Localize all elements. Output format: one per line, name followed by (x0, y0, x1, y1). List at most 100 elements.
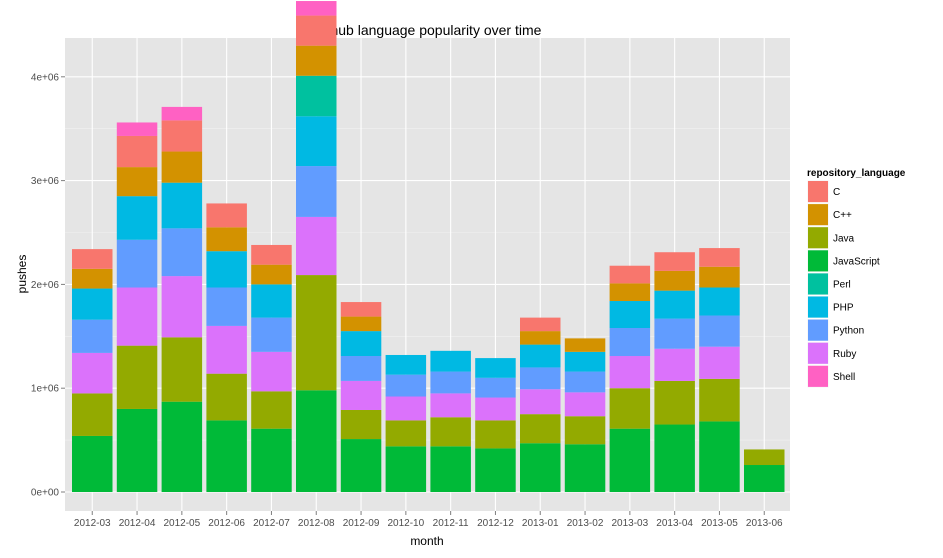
bar-2013-05-python (699, 315, 740, 347)
y-tick-label: 3e+06 (31, 176, 60, 187)
x-tick-label: 2012-07 (253, 518, 290, 529)
bar-2013-05-c (699, 248, 740, 267)
bar-2012-04-shell (116, 122, 158, 136)
x-tick-label: 2013-05 (701, 518, 738, 529)
bar-2012-07-ruby (251, 351, 292, 392)
legend: repository_language C C++ Java JavaScript Pe… (806, 168, 906, 389)
bar-2013-06-java (744, 449, 785, 466)
legend-label: Ruby (833, 349, 856, 360)
bar-2012-04-java (116, 345, 158, 409)
bar-2012-08-shell (296, 1, 337, 16)
x-tick-label: 2012-05 (163, 518, 200, 529)
bar-2012-11-ruby (430, 393, 471, 418)
bar-2012-11-php (430, 350, 471, 372)
bar-2013-03-cpp (609, 283, 651, 302)
legend-swatch-python (808, 319, 828, 341)
bar-2013-01-javascript (520, 443, 561, 492)
bar-2013-02-java (564, 416, 606, 445)
x-axis: 2012-03 2012-04 2012-05 2012-06 2012-07 2012-… (74, 511, 783, 529)
bar-2012-12-javascript (475, 448, 516, 492)
bar-2012-09-python (340, 356, 382, 381)
bar-2012-06-python (206, 287, 247, 326)
bar-2012-09-javascript (340, 439, 382, 492)
bar-2013-01-c (520, 317, 561, 332)
bar-2012-10-php (385, 354, 427, 375)
bars (72, 1, 785, 492)
bar-2012-03-java (72, 393, 113, 436)
bar-2012-03-python (72, 319, 113, 353)
bar-2013-03-java (609, 388, 651, 429)
bar-2012-04-ruby (116, 287, 158, 346)
bar-2012-07-python (251, 317, 292, 352)
bar-2012-05-shell (161, 106, 203, 121)
bar-2013-06-javascript (744, 465, 785, 492)
bar-2013-05-cpp (699, 266, 740, 288)
bar-2013-03-ruby (609, 356, 651, 389)
bar-2012-06-cpp (206, 227, 247, 252)
legend-label: PHP (833, 303, 854, 314)
bar-2012-04-c (116, 135, 158, 168)
bar-2012-05-c (161, 120, 203, 152)
bar-2012-10-javascript (385, 446, 427, 492)
bar-2013-02-php (564, 351, 606, 372)
bar-2012-05-python (161, 228, 203, 277)
bar-2012-04-python (116, 239, 158, 288)
bar-2012-12-php (475, 358, 516, 378)
bar-2012-08-c (296, 15, 337, 46)
bar-2013-02-python (564, 371, 606, 393)
bar-2013-04-ruby (654, 348, 695, 381)
bar-2012-06-c (206, 203, 247, 228)
bar-2012-08-java (296, 275, 337, 391)
bar-2013-04-python (654, 318, 695, 349)
legend-swatch-perl (808, 273, 828, 295)
legend-label: C (833, 187, 840, 198)
bar-2012-05-javascript (161, 401, 203, 492)
bar-2013-01-ruby (520, 389, 561, 415)
y-axis: 0e+00 1e+06 2e+06 3e+06 4e+06 (31, 72, 65, 499)
x-tick-label: 2012-11 (433, 518, 469, 529)
bar-2012-10-python (385, 374, 427, 397)
y-tick-label: 4e+06 (31, 72, 60, 83)
legend-title: repository_language (807, 168, 906, 179)
bar-2013-04-cpp (654, 270, 695, 291)
bar-2013-05-ruby (699, 346, 740, 379)
bar-2012-09-ruby (340, 380, 382, 410)
legend-swatch-c (808, 181, 828, 203)
legend-label: Python (833, 326, 864, 337)
bar-2012-06-ruby (206, 325, 247, 374)
chart-title: Github language popularity over time (313, 22, 542, 38)
bar-2013-04-java (654, 380, 695, 425)
bar-2012-04-php (116, 196, 158, 240)
bar-2012-08-php (296, 116, 337, 167)
bar-2012-07-php (251, 284, 292, 318)
bar-2012-11-javascript (430, 446, 471, 492)
y-axis-title: pushes (15, 255, 29, 294)
bar-2012-09-c (340, 302, 382, 317)
bar-2012-04-cpp (116, 167, 158, 197)
bar-2013-05-javascript (699, 421, 740, 492)
x-tick-label: 2012-12 (477, 518, 514, 529)
bar-2013-01-php (520, 344, 561, 368)
bar-2013-03-c (609, 265, 651, 284)
legend-swatch-shell (808, 365, 828, 387)
bar-2012-11-python (430, 371, 471, 394)
x-tick-label: 2012-06 (208, 518, 245, 529)
bar-2012-06-php (206, 251, 247, 288)
x-tick-label: 2013-02 (567, 518, 604, 529)
x-tick-label: 2013-06 (746, 518, 783, 529)
bar-2013-01-cpp (520, 331, 561, 345)
bar-2013-02-ruby (564, 392, 606, 417)
x-tick-label: 2013-03 (611, 518, 648, 529)
bar-2012-04-javascript (116, 408, 158, 492)
bar-2013-04-c (654, 252, 695, 271)
bar-2013-02-cpp (564, 338, 606, 352)
x-tick-label: 2012-04 (119, 518, 156, 529)
bar-2012-03-cpp (72, 268, 113, 289)
bar-2013-01-python (520, 367, 561, 390)
bar-2012-08-perl (296, 75, 337, 117)
legend-swatch-ruby (808, 342, 828, 364)
bar-2012-03-ruby (72, 352, 113, 394)
bar-2012-12-ruby (475, 397, 516, 421)
bar-2012-09-java (340, 410, 382, 440)
bar-2012-07-javascript (251, 428, 292, 492)
